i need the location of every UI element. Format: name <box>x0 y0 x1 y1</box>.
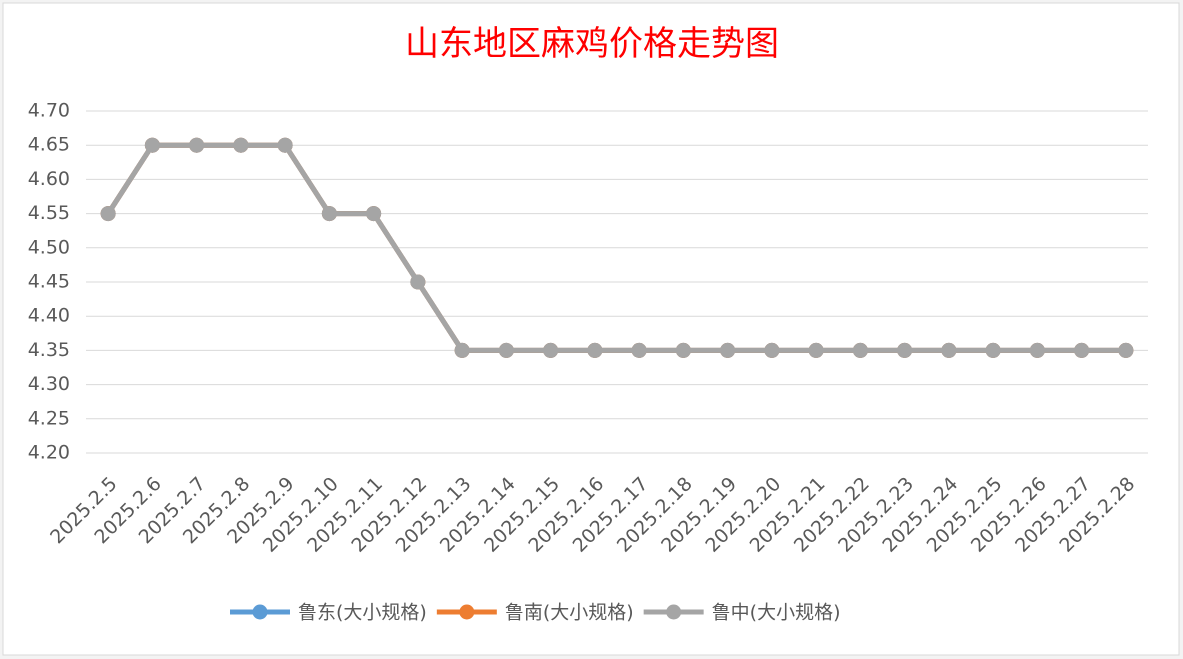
legend-label: 鲁南(大小规格) <box>505 602 634 624</box>
point <box>808 342 824 358</box>
point <box>587 342 603 358</box>
y-tick-label: 4.55 <box>28 202 70 224</box>
point <box>321 206 337 222</box>
point <box>631 342 647 358</box>
y-tick-label: 4.20 <box>28 442 70 464</box>
point <box>100 206 116 222</box>
point <box>1029 342 1045 358</box>
legend-marker <box>252 604 268 620</box>
point <box>720 342 736 358</box>
chart-title: 山东地区麻鸡价格走势图 <box>405 24 779 64</box>
y-tick-label: 4.50 <box>28 236 70 258</box>
legend-marker <box>666 604 682 620</box>
y-tick-label: 4.40 <box>28 305 70 327</box>
y-tick-label: 4.25 <box>28 407 70 429</box>
point <box>410 274 426 290</box>
point <box>454 342 470 358</box>
legend-label: 鲁中(大小规格) <box>712 602 841 624</box>
point <box>498 342 514 358</box>
point <box>941 342 957 358</box>
point <box>852 342 868 358</box>
y-tick-label: 4.30 <box>28 373 70 395</box>
point <box>277 137 293 153</box>
point <box>543 342 559 358</box>
point <box>144 137 160 153</box>
legend-marker <box>459 604 475 620</box>
y-tick-label: 4.65 <box>28 134 70 156</box>
point <box>675 342 691 358</box>
y-tick-label: 4.35 <box>28 339 70 361</box>
y-tick-label: 4.70 <box>28 100 70 122</box>
point <box>1074 342 1090 358</box>
point <box>985 342 1001 358</box>
point <box>1118 342 1134 358</box>
point <box>233 137 249 153</box>
point <box>897 342 913 358</box>
point <box>764 342 780 358</box>
y-tick-label: 4.60 <box>28 168 70 190</box>
y-tick-label: 4.45 <box>28 271 70 293</box>
legend-label: 鲁东(大小规格) <box>298 602 427 624</box>
point <box>189 137 205 153</box>
point <box>366 206 382 222</box>
